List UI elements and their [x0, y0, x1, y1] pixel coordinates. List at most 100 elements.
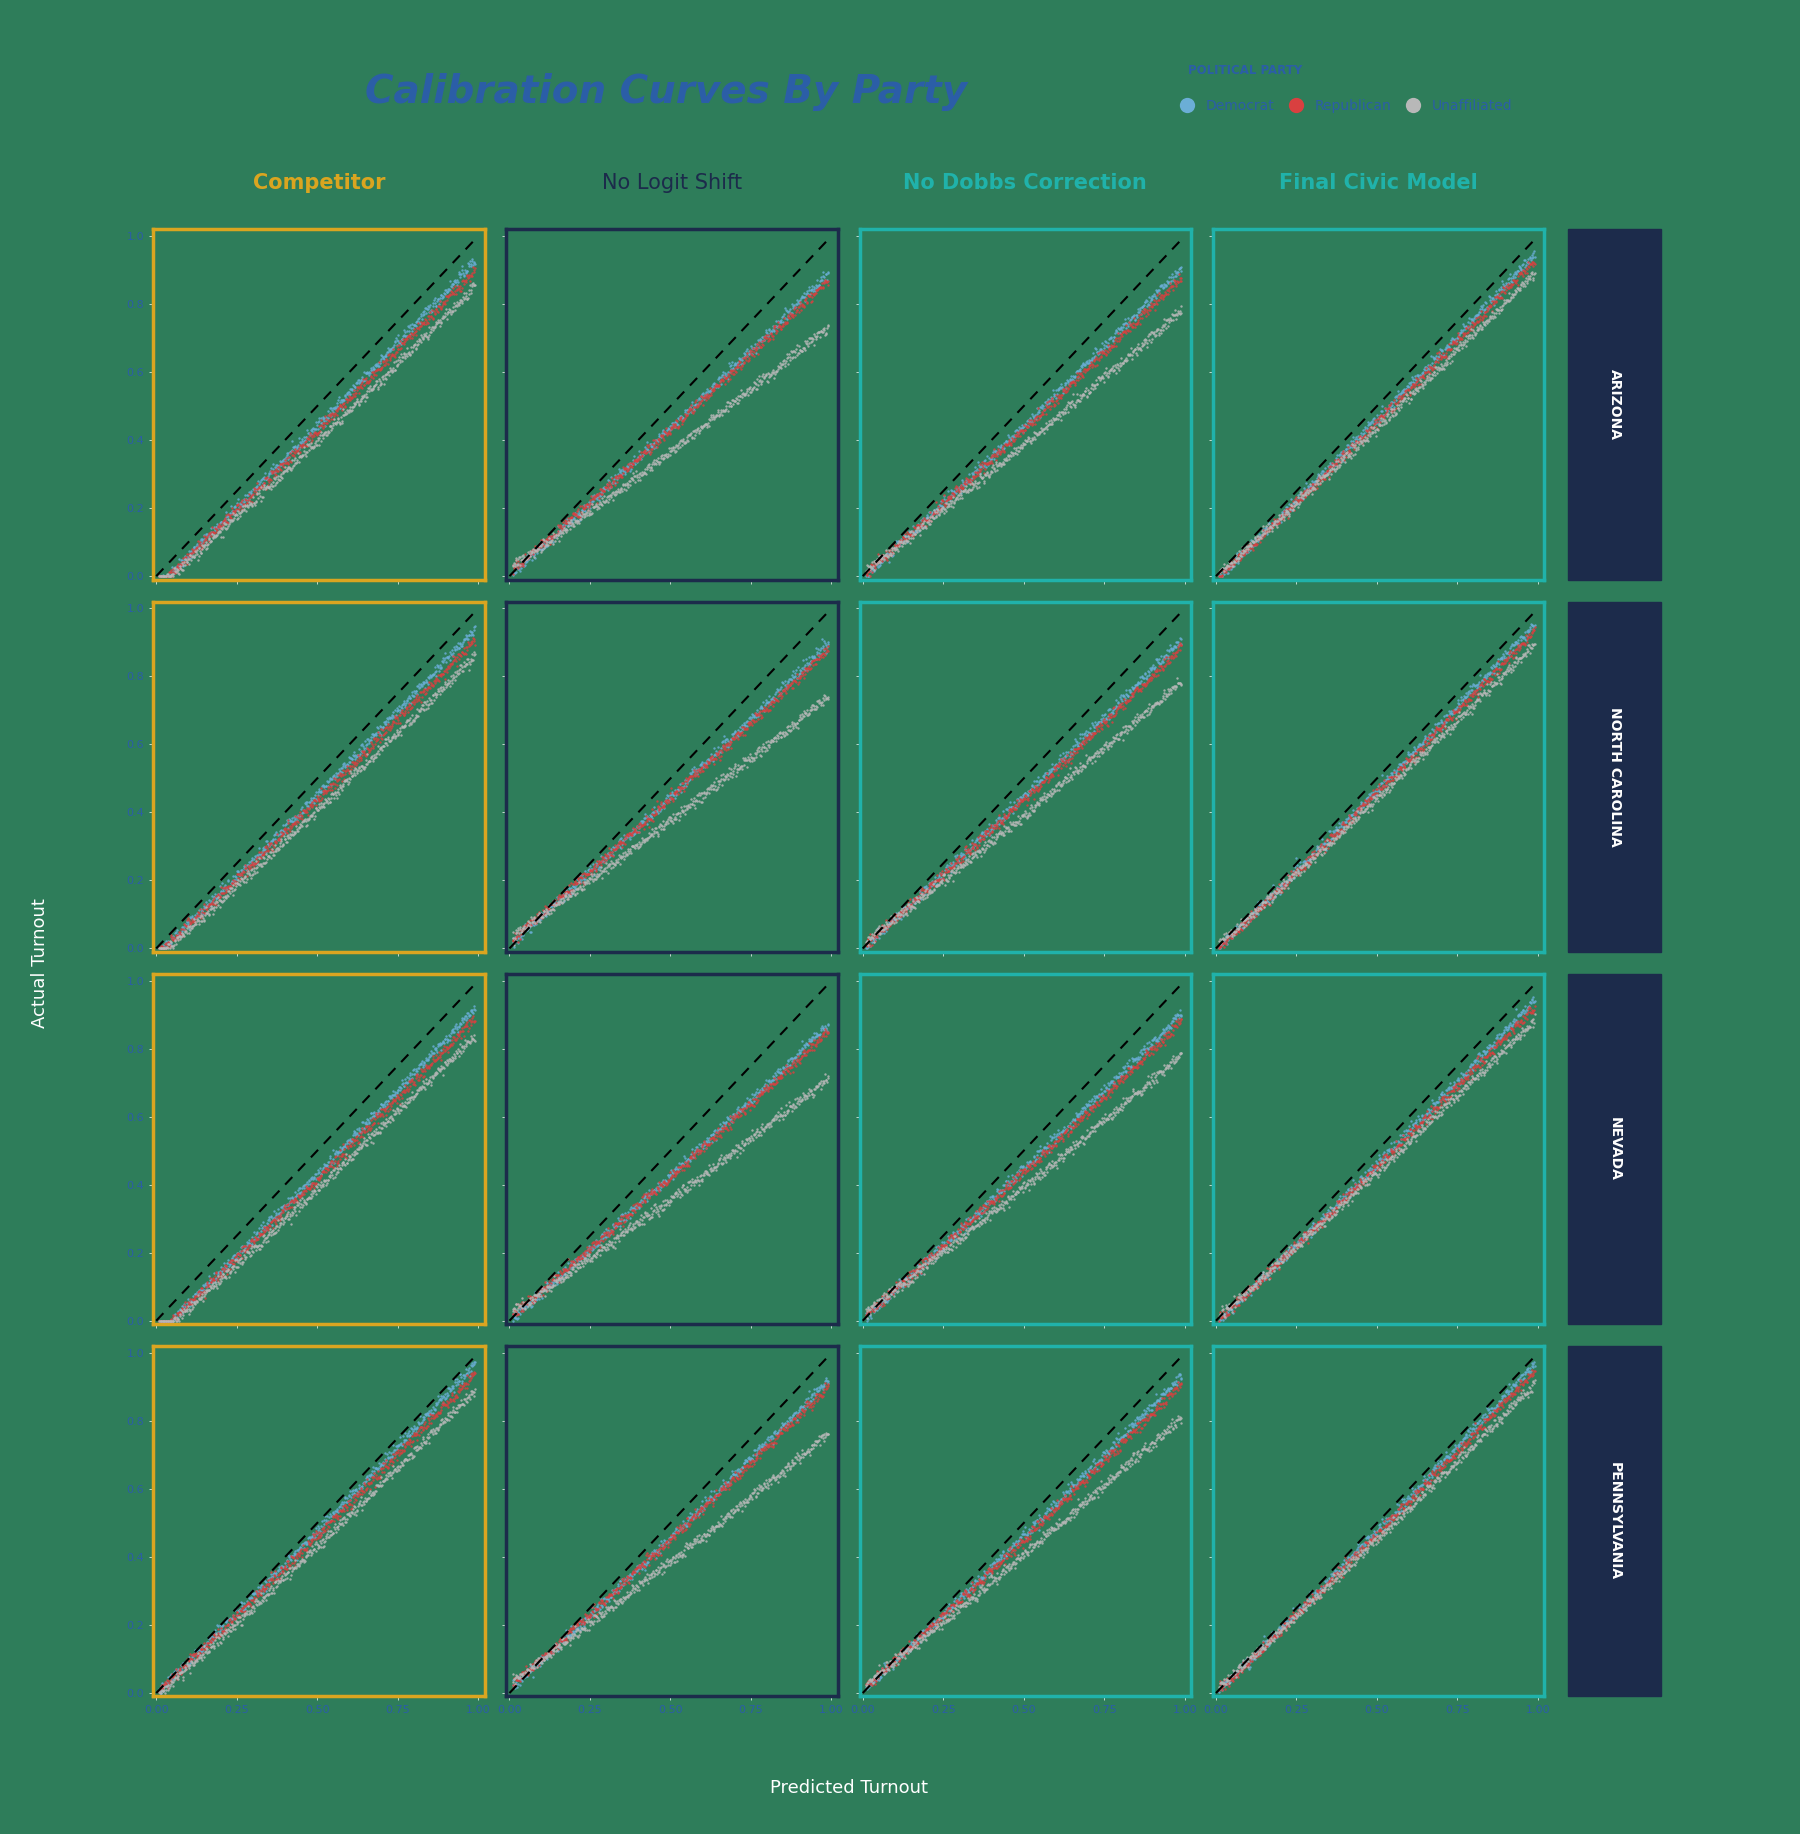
- Point: [565, 1245, 594, 1275]
- Point: [1453, 321, 1481, 350]
- Point: [1346, 798, 1375, 827]
- Point: [1273, 495, 1301, 525]
- Point: [657, 436, 686, 466]
- Point: [896, 521, 925, 550]
- Point: [356, 726, 385, 756]
- Point: [943, 481, 972, 510]
- Point: [898, 891, 927, 921]
- Point: [1008, 779, 1037, 809]
- Point: [245, 844, 274, 873]
- Point: [1408, 1478, 1436, 1508]
- Point: [419, 1045, 448, 1075]
- Point: [454, 282, 482, 312]
- Point: [1233, 904, 1262, 934]
- Point: [1319, 1196, 1348, 1225]
- Point: [304, 407, 333, 436]
- Point: [761, 319, 790, 348]
- Point: [1474, 281, 1503, 310]
- Point: [1379, 400, 1408, 429]
- Point: [950, 466, 979, 495]
- Point: [986, 440, 1015, 470]
- Point: [1042, 1121, 1071, 1150]
- Point: [716, 724, 745, 754]
- Point: [918, 1240, 947, 1269]
- Point: [657, 1524, 686, 1553]
- Point: [1240, 893, 1269, 923]
- Point: [859, 1663, 887, 1693]
- Point: [974, 1205, 1003, 1234]
- Point: [324, 761, 353, 790]
- Point: [193, 1276, 221, 1306]
- Point: [455, 1001, 484, 1031]
- Point: [500, 928, 529, 957]
- Point: [1426, 1086, 1454, 1115]
- Point: [900, 512, 929, 541]
- Point: [1363, 407, 1391, 436]
- Point: [864, 1293, 893, 1322]
- Point: [1251, 515, 1280, 545]
- Point: [576, 488, 605, 517]
- Point: [513, 908, 542, 937]
- Point: [313, 1154, 342, 1183]
- Point: [803, 1071, 832, 1100]
- Point: [857, 1293, 886, 1322]
- Point: [1436, 334, 1465, 363]
- Point: [1307, 1203, 1336, 1232]
- Point: [347, 1130, 376, 1159]
- Point: [587, 477, 616, 506]
- Point: [666, 774, 695, 803]
- Point: [394, 339, 423, 369]
- Point: [893, 900, 922, 930]
- Point: [1127, 299, 1156, 328]
- Point: [1220, 1658, 1249, 1687]
- Point: [346, 754, 374, 783]
- Point: [1024, 774, 1053, 803]
- Point: [450, 1390, 479, 1420]
- Point: [448, 1390, 477, 1420]
- Point: [749, 361, 778, 391]
- Point: [1213, 554, 1242, 583]
- Point: [344, 1478, 373, 1508]
- Point: [1107, 1427, 1136, 1456]
- Point: [639, 449, 668, 479]
- Point: [279, 1553, 308, 1583]
- Point: [884, 1273, 913, 1302]
- Point: [182, 536, 211, 565]
- Point: [1424, 1460, 1453, 1489]
- Point: [650, 792, 679, 822]
- Point: [1312, 831, 1341, 860]
- Point: [855, 1667, 884, 1696]
- Point: [580, 860, 608, 889]
- Point: [1519, 983, 1548, 1012]
- Point: [589, 486, 617, 515]
- Point: [909, 1625, 938, 1654]
- Point: [396, 321, 425, 350]
- Point: [716, 734, 745, 763]
- Point: [877, 904, 905, 934]
- Point: [1485, 275, 1514, 304]
- Point: [1116, 1421, 1145, 1451]
- Point: [263, 462, 292, 492]
- Point: [990, 1541, 1019, 1570]
- Point: [403, 1420, 432, 1449]
- Point: [317, 1520, 346, 1550]
- Point: [311, 770, 340, 800]
- Point: [1143, 277, 1172, 306]
- Point: [1222, 1654, 1251, 1684]
- Point: [670, 1144, 698, 1174]
- Point: [290, 1544, 319, 1574]
- Point: [977, 816, 1006, 845]
- Point: [947, 838, 976, 867]
- Point: [875, 908, 904, 937]
- Point: [214, 508, 243, 537]
- Point: [311, 411, 340, 440]
- Point: [650, 1168, 679, 1198]
- Point: [1498, 270, 1526, 299]
- Point: [517, 539, 545, 569]
- Point: [551, 878, 580, 908]
- Point: [553, 1256, 581, 1286]
- Point: [1355, 1157, 1384, 1187]
- Point: [911, 1243, 940, 1273]
- Point: [196, 888, 225, 917]
- Point: [1136, 1431, 1165, 1460]
